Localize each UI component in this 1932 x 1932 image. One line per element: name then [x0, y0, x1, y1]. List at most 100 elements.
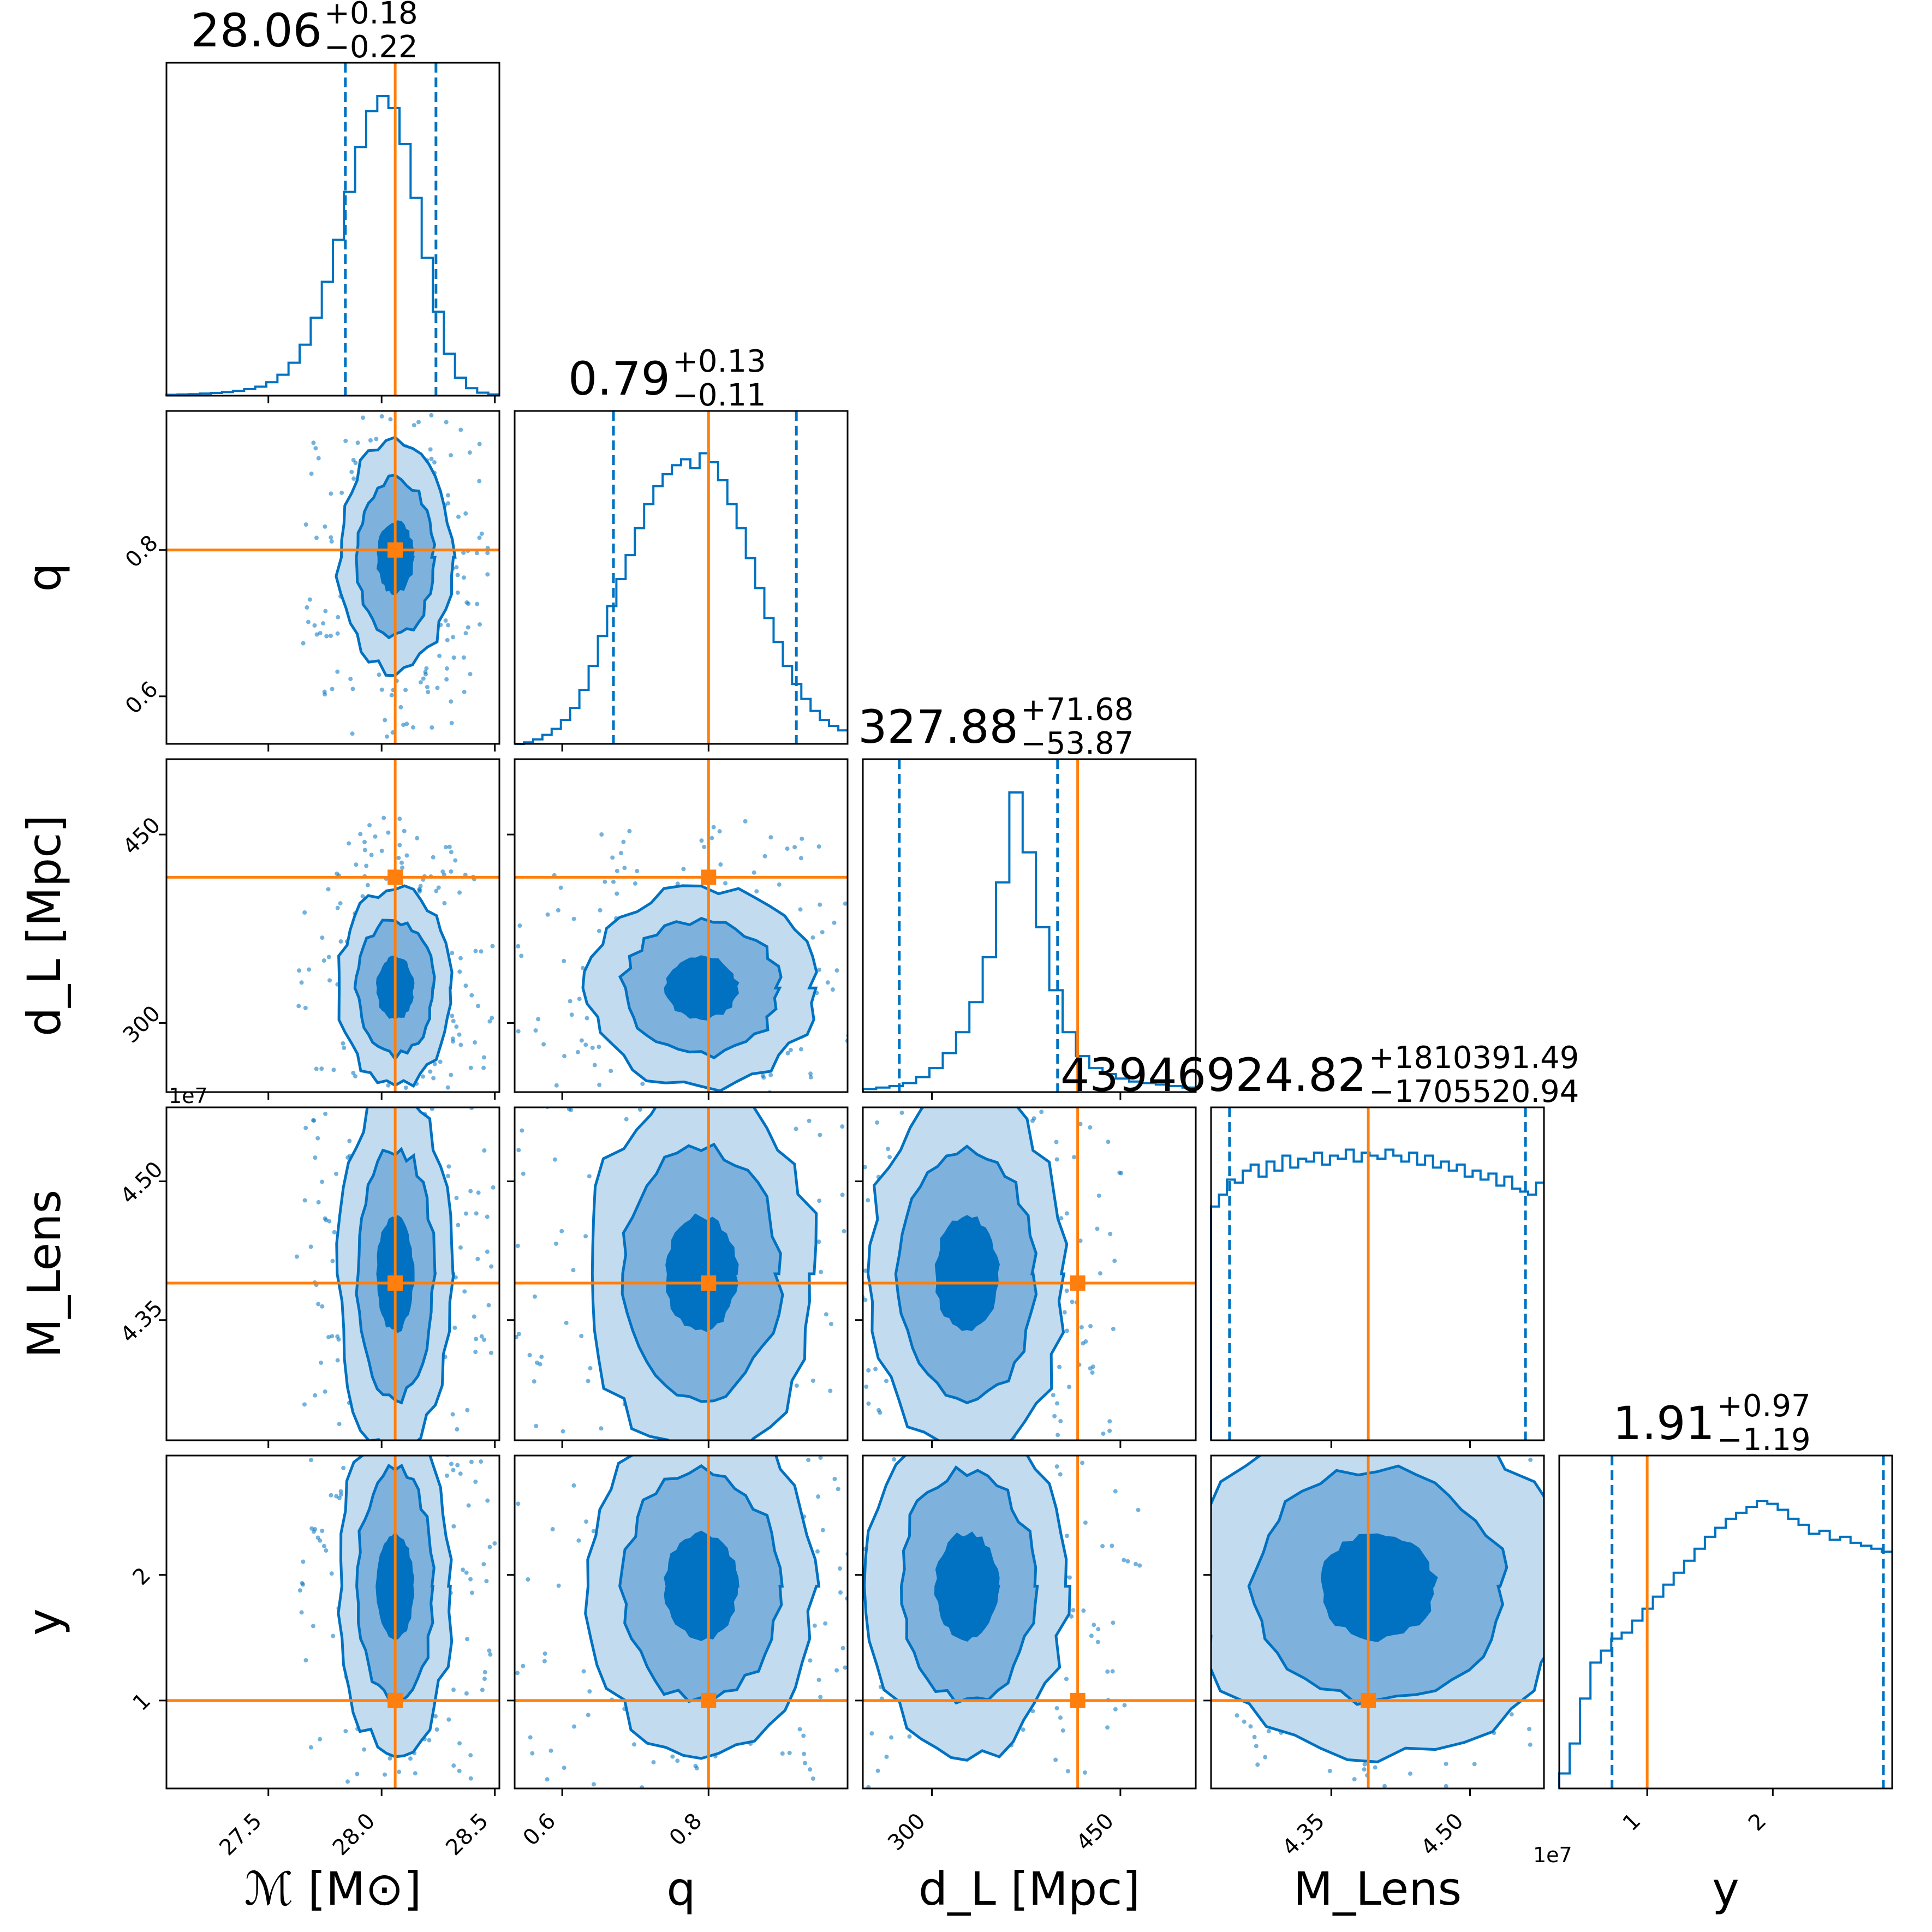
scatter-point: [792, 845, 797, 850]
scatter-point: [878, 1477, 882, 1482]
scatter-point: [353, 1451, 357, 1455]
scatter-point: [655, 1830, 659, 1835]
scatter-point: [990, 1007, 994, 1011]
scatter-point: [321, 958, 326, 963]
scatter-point: [853, 1469, 857, 1473]
scatter-point: [866, 1401, 871, 1406]
scatter-point: [627, 828, 632, 833]
scatter-point: [345, 1155, 350, 1160]
scatter-point: [559, 1229, 564, 1233]
scatter-point: [479, 1459, 484, 1464]
scatter-point: [319, 1066, 324, 1071]
scatter-point: [458, 956, 463, 961]
scatter-point: [1242, 1719, 1247, 1724]
truth-marker: [701, 869, 717, 885]
scatter-point: [588, 1839, 593, 1843]
scatter-point: [886, 1465, 891, 1469]
panel-frame-y: [1558, 1454, 1893, 1790]
scatter-point: [481, 1055, 486, 1060]
scatter-point: [320, 1528, 325, 1533]
scatter-point: [397, 843, 402, 848]
scatter-point: [615, 891, 619, 896]
scatter-point: [429, 456, 434, 461]
scatter-point: [619, 1407, 624, 1411]
scatter-point: [336, 1434, 341, 1439]
title-value-Mc: 28.06: [191, 4, 322, 57]
scatter-point: [762, 854, 767, 858]
scatter-point: [816, 1445, 820, 1449]
scatter-point: [1496, 1382, 1500, 1387]
scatter-point: [362, 1747, 367, 1752]
scatter-point: [817, 967, 822, 972]
scatter-point: [1119, 1725, 1124, 1729]
scatter-point: [451, 655, 456, 660]
scatter-point: [618, 851, 623, 856]
scatter-point: [533, 1444, 537, 1448]
x-axis-label-dL: d_L [Mpc]: [919, 1862, 1140, 1916]
scatter-point: [855, 1032, 859, 1036]
scatter-point: [487, 1545, 492, 1549]
contour-level-2: [664, 1530, 740, 1642]
scatter-point: [434, 1727, 439, 1732]
scatter-point: [1613, 1686, 1617, 1690]
scatter-point: [487, 1648, 492, 1653]
scatter-point: [351, 1070, 356, 1075]
scatter-point: [777, 1101, 782, 1106]
scatter-point: [857, 1104, 862, 1108]
scatter-point: [488, 1652, 493, 1657]
scatter-point: [323, 1389, 327, 1394]
sci-offset-y: 1e7: [169, 1084, 208, 1108]
scatter-point: [1056, 1433, 1060, 1438]
scatter-point: [303, 1125, 308, 1130]
scatter-point: [451, 1018, 456, 1023]
scatter-point: [887, 1155, 892, 1160]
title-plus-dL: +71.68: [1021, 692, 1134, 728]
scatter-point: [315, 1136, 320, 1141]
scatter-point: [562, 1054, 567, 1059]
scatter-point: [588, 1365, 593, 1370]
scatter-point: [1182, 1447, 1186, 1451]
scatter-point: [567, 1107, 571, 1112]
scatter-point: [1338, 1789, 1343, 1793]
scatter-point: [350, 687, 355, 691]
scatter-point: [576, 1538, 581, 1543]
scatter-point: [445, 1085, 450, 1090]
scatter-point: [1023, 1035, 1027, 1040]
scatter-point: [1345, 1397, 1350, 1402]
scatter-point: [426, 689, 431, 694]
scatter-point: [1059, 1216, 1064, 1221]
scatter-point: [583, 1042, 588, 1047]
scatter-point: [408, 359, 412, 363]
scatter-point: [461, 550, 466, 555]
diag-panel-q: 0.79 +0.13−0.11: [514, 344, 849, 752]
scatter-point: [1113, 1489, 1118, 1494]
scatter-point: [790, 1082, 794, 1087]
scatter-point: [640, 1081, 645, 1086]
scatter-point: [420, 1074, 425, 1079]
scatter-point: [446, 1380, 450, 1384]
scatter-point: [871, 1046, 875, 1051]
title-ML: 43946924.82 +1810391.49−1705520.94: [1060, 1040, 1579, 1110]
scatter-point: [468, 1441, 473, 1446]
scatter-point: [886, 1147, 891, 1152]
scatter-point: [1619, 1618, 1623, 1623]
scatter-point: [516, 944, 521, 949]
scatter-point: [473, 1480, 478, 1484]
scatter-point: [887, 1000, 892, 1005]
scatter-point: [1418, 1331, 1423, 1335]
scatter-point: [882, 989, 886, 994]
scatter-point: [379, 687, 384, 692]
scatter-point: [1585, 1638, 1589, 1642]
scatter-point: [1362, 1361, 1366, 1365]
scatter-point: [857, 1786, 862, 1790]
scatter-point: [427, 1738, 432, 1743]
scatter-point: [981, 1083, 985, 1088]
scatter-point: [468, 1096, 473, 1101]
scatter-point: [461, 1567, 466, 1572]
scatter-point: [464, 600, 469, 605]
scatter-point: [617, 1442, 621, 1446]
scatter-point: [806, 1458, 811, 1463]
scatter-point: [1065, 1328, 1070, 1333]
scatter-point: [492, 1541, 497, 1546]
scatter-point: [832, 1068, 836, 1072]
